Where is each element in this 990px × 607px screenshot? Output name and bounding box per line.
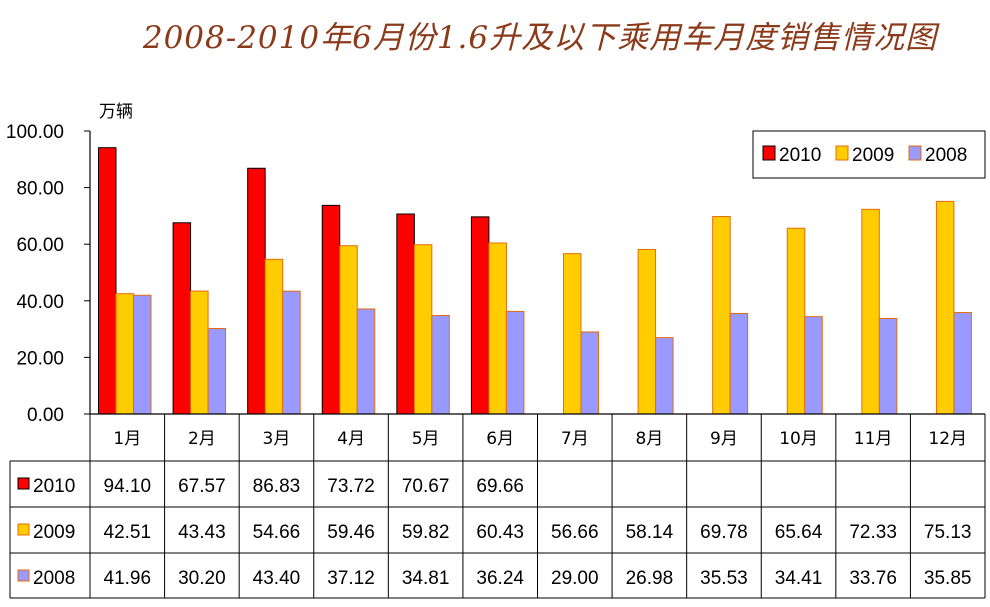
data-label: 75.13 [924,522,972,543]
bar-2008-6 [505,310,525,415]
x-tick-label: 12月 [928,429,967,449]
data-label: 54.66 [253,522,301,543]
table-legend-swatch-2008 [17,569,30,582]
data-label: 34.81 [402,568,450,589]
bar-2009-7 [563,253,582,415]
data-label: 94.10 [104,476,152,497]
bar-2008-8 [655,337,674,415]
legend: 2010 2009 2008 [752,130,986,179]
bar-2009-11 [861,208,880,415]
x-tick-label: 10月 [779,429,818,449]
bar-2008-1 [133,294,152,415]
data-label: 37.12 [327,568,375,589]
data-label: 58.14 [626,522,674,543]
data-label: 65.64 [775,522,823,543]
x-tick-label: 7月 [561,429,589,449]
y-tick-label: 80.00 [16,179,64,200]
y-tick-label: 20.00 [16,348,64,369]
y-tick-label: 40.00 [16,292,64,313]
data-label: 33.76 [849,568,897,589]
bar-2010-6 [470,216,490,415]
y-axis-ticks: 0.00 20.00 40.00 60.00 80.00 100.00 [6,122,90,426]
data-label: 86.83 [253,476,301,497]
x-tick-label: 4月 [337,429,365,449]
data-label: 26.98 [626,568,674,589]
data-label: 69.66 [476,476,524,497]
data-label: 30.20 [178,568,226,589]
x-tick-label: 8月 [635,429,663,449]
x-tick-label: 11月 [854,429,893,449]
data-label: 67.57 [178,476,226,497]
y-axis-unit: 万辆 [99,102,133,122]
bar-2008-3 [282,290,301,415]
bar-2009-5 [413,244,433,415]
table-row-label: 2008 [33,568,75,589]
data-label: 35.85 [924,568,972,589]
bar-2008-10 [804,316,823,415]
data-label: 43.40 [253,568,301,589]
bar-2008-2 [207,328,227,415]
data-label: 59.82 [402,522,450,543]
legend-label: 2008 [925,145,967,166]
bar-2008-5 [431,314,450,415]
data-label: 56.66 [551,522,599,543]
y-tick-label: 0.00 [27,405,64,426]
bar-2009-2 [190,290,209,415]
data-label: 60.43 [476,522,524,543]
bar-2010-3 [247,167,266,415]
bar-2010-1 [98,147,117,415]
bars [98,147,972,415]
y-tick-label: 60.00 [16,235,64,256]
table-legend-swatch-2010 [17,477,30,490]
legend-swatch-2010 [762,145,776,161]
data-label: 41.96 [104,568,152,589]
bar-2008-9 [729,312,749,415]
x-tick-label: 2月 [188,429,216,449]
data-label: 34.41 [775,568,823,589]
bar-2010-5 [396,213,415,415]
bar-2009-9 [712,216,731,415]
data-label: 35.53 [700,568,748,589]
bar-2008-7 [580,331,599,415]
bar-2009-12 [935,200,955,415]
data-label: 29.00 [551,568,599,589]
x-tick-label: 6月 [486,429,514,449]
bar-2009-8 [637,248,657,415]
data-label: 42.51 [104,522,152,543]
data-label: 70.67 [402,476,450,497]
legend-swatch-2009 [835,145,849,161]
table-legend-swatch-2009 [17,523,30,536]
bar-2009-6 [488,242,507,415]
bar-2008-4 [356,308,376,415]
table-row-label: 2009 [33,522,75,543]
data-label: 59.46 [327,522,375,543]
data-label: 73.72 [327,476,375,497]
bar-2009-3 [264,258,284,415]
legend-box [752,130,986,179]
x-tick-label: 9月 [710,429,738,449]
x-tick-label: 3月 [263,429,291,449]
data-label: 72.33 [849,522,897,543]
y-tick-label: 100.00 [6,122,64,143]
data-label: 43.43 [178,522,226,543]
bar-2009-10 [786,227,806,415]
data-label: 36.24 [476,568,524,589]
x-tick-label: 5月 [412,429,440,449]
data-label: 69.78 [700,522,748,543]
x-tick-label: 1月 [113,429,141,449]
bar-2009-1 [115,293,134,415]
bar-2008-12 [953,312,972,415]
legend-label: 2009 [852,145,894,166]
legend-swatch-2008 [908,145,922,161]
chart-title: 2008-2010年6月份1.6升及以下乘用车月度销售情况图 [142,20,938,56]
bar-2010-2 [172,222,192,415]
bar-2009-4 [339,245,358,415]
bar-2010-4 [321,204,341,415]
legend-label: 2010 [779,145,821,166]
data-table: 1月 2月 3月 4月 5月 6月 7月 8月 9月 10月 11月 12月 2010 94.10 67.5… [9,413,986,599]
table-row-label: 2010 [33,476,75,497]
bar-2008-11 [878,317,898,415]
